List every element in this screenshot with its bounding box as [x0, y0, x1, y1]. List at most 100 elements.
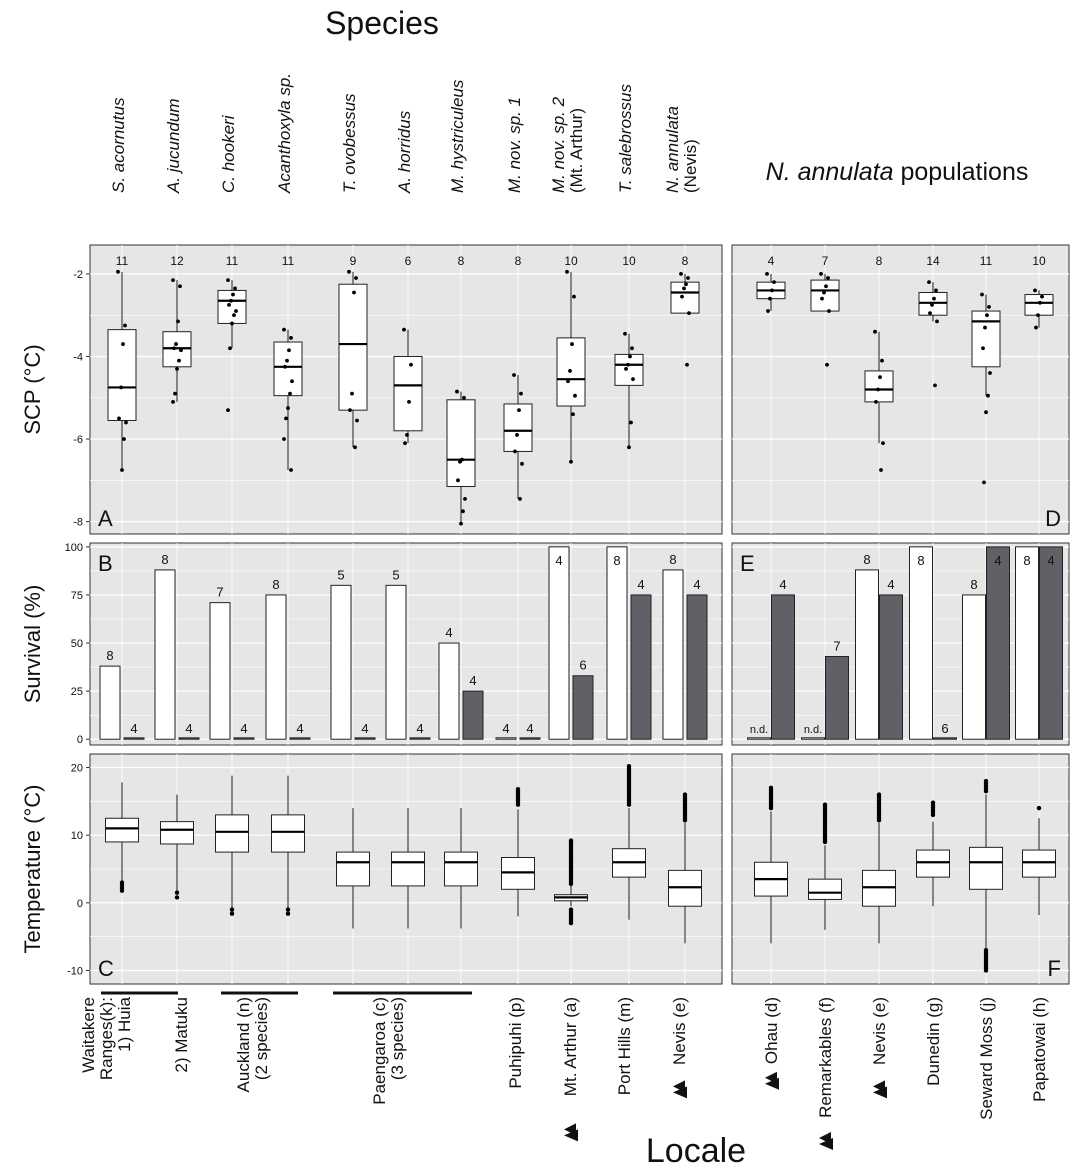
sample-size-label: 10 [564, 254, 578, 268]
panel-F: F [731, 753, 1070, 985]
data-point [986, 393, 990, 398]
box-7: 8 [446, 254, 476, 526]
data-point [826, 276, 830, 280]
outlier-low [119, 888, 125, 893]
y-tick-label: -4 [73, 351, 83, 363]
data-point [985, 313, 989, 318]
data-point [1034, 325, 1038, 330]
data-point [456, 478, 460, 483]
bar-n-label: 8 [1023, 553, 1030, 568]
outlier-high [983, 778, 989, 784]
data-point [287, 348, 291, 353]
data-point [520, 461, 524, 466]
box-body [971, 310, 1001, 368]
survival-bar [289, 737, 311, 740]
y-tick-label: -2 [73, 269, 83, 281]
bar-n-label: 8 [863, 552, 870, 567]
box-body [808, 878, 842, 900]
bar-n-label: 5 [337, 567, 344, 582]
bar-n-label: 7 [216, 585, 223, 600]
survival-bar [154, 569, 176, 740]
data-point [570, 342, 574, 346]
data-point [515, 433, 519, 437]
data-point [121, 342, 125, 346]
sample-size-label: 11 [282, 254, 295, 268]
data-point [227, 302, 231, 307]
species-label: A. horridus [395, 110, 414, 194]
data-point [234, 309, 238, 313]
survival-bar [233, 737, 255, 740]
bar-n-label: 6 [579, 658, 586, 673]
data-point [171, 278, 175, 282]
populations-title: N. annulata populations [766, 158, 1029, 186]
data-point [229, 298, 233, 303]
data-point [407, 399, 411, 404]
survival-bar [519, 737, 541, 740]
data-point [565, 269, 569, 274]
data-point [824, 284, 828, 289]
data-point [624, 366, 628, 371]
locale-label: Puhipuhi (p) [506, 997, 525, 1089]
data-point [174, 342, 178, 346]
bar-n-label: 8 [970, 577, 977, 592]
data-point [1038, 300, 1042, 305]
data-point [231, 292, 235, 297]
box-body [916, 849, 950, 878]
data-point [172, 346, 176, 351]
data-point [512, 373, 516, 377]
data-point [687, 311, 691, 316]
locale-title: Locale [646, 1132, 746, 1169]
sample-size-label: 8 [682, 254, 689, 268]
data-point [405, 433, 409, 437]
sample-size-label: 6 [405, 254, 412, 268]
locale-label: Papatowai (h) [1030, 997, 1049, 1102]
sample-size-label: 10 [622, 254, 636, 268]
data-point [932, 296, 936, 301]
bar-n-label: 4 [445, 625, 452, 640]
data-point [286, 406, 290, 410]
bar-n-label: 8 [161, 552, 168, 567]
panel-B: 0 25 50 75 100 Survival (%) 8 8 7 8 5 5 4 4 4 8 8 4 4 4 4 4 4 4… [20, 542, 723, 746]
outlier-low [229, 907, 235, 912]
outlier-low [285, 911, 291, 916]
panel-D: 4 7 8 14 11 10 D [731, 244, 1070, 535]
bar-n-label: 8 [106, 648, 113, 663]
survival-bar [962, 594, 986, 740]
bar-n-label: 4 [1047, 553, 1054, 568]
outlier-high [768, 785, 774, 791]
box-3 [215, 775, 249, 916]
outlier-low [174, 895, 180, 900]
box-body [160, 821, 194, 845]
bar-n-label: 7 [833, 639, 840, 654]
panel-letter-A: A [98, 506, 113, 531]
locale-label: Ohau (d) [762, 997, 781, 1064]
bar-n-label: 4 [887, 577, 894, 592]
data-point [682, 286, 686, 291]
bar-n-label: 4 [555, 553, 562, 568]
data-point [935, 319, 939, 324]
box-1 [754, 785, 788, 944]
data-point [873, 329, 877, 334]
outlier-high [682, 792, 688, 797]
locale-label: (2 species) [252, 997, 271, 1080]
data-point [232, 313, 236, 318]
data-point [171, 399, 175, 404]
mountain-icon [873, 1080, 885, 1093]
survival-bar [771, 594, 795, 740]
box-9: 10 [556, 254, 586, 464]
data-point [928, 311, 932, 316]
survival-bar [330, 584, 352, 740]
bar-n-label: 5 [392, 567, 399, 582]
data-point [458, 459, 462, 464]
sample-size-label: 14 [926, 254, 940, 268]
bar-n-label: 8 [272, 577, 279, 592]
locale-label: Auckland (n) [234, 997, 253, 1092]
y-tick-label: 50 [71, 638, 83, 650]
data-point [573, 393, 577, 398]
y-tick-label: -10 [67, 965, 83, 977]
survival-bar [438, 642, 460, 740]
survival-bar [354, 737, 376, 740]
data-point [123, 323, 127, 328]
survival-bar [409, 737, 431, 740]
species-label: T. ovobessus [340, 93, 359, 193]
